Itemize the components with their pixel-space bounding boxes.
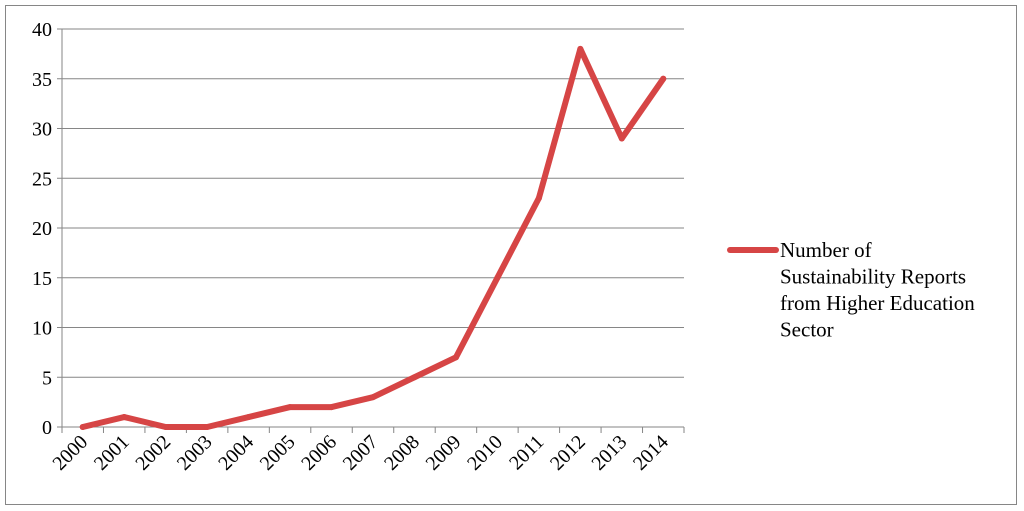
- data-point-2010: [494, 274, 501, 281]
- y-tick-label: 35: [32, 69, 52, 91]
- y-tick-label: 10: [32, 318, 52, 340]
- data-point-2009: [452, 354, 459, 361]
- x-tick-label: 2014: [629, 431, 673, 475]
- x-tick-label: 2006: [297, 431, 341, 475]
- data-point-2003: [204, 424, 211, 430]
- data-point-2004: [245, 414, 252, 421]
- y-tick-label: 5: [42, 367, 52, 389]
- x-tick-label: 2011: [505, 431, 548, 474]
- x-tick-label: 2001: [90, 431, 134, 475]
- legend-label-line: from Higher Education: [780, 291, 975, 315]
- data-point-2005: [287, 404, 294, 411]
- y-axis-tick-labels: 0 5 10 15 20 25 30 35 40: [32, 19, 52, 439]
- x-tick-label: 2009: [422, 431, 466, 475]
- y-tick-label: 25: [32, 168, 52, 190]
- y-tick-label: 30: [32, 119, 52, 141]
- y-tick-label: 40: [32, 19, 52, 41]
- x-tick-label: 2002: [131, 431, 175, 475]
- x-tick-label: 2000: [48, 431, 92, 475]
- legend-label-line: Sustainability Reports: [780, 265, 966, 289]
- data-point-2011: [535, 195, 542, 202]
- gridlines: [62, 28, 684, 378]
- y-tick-label: 0: [42, 417, 52, 439]
- data-point-2012: [577, 45, 584, 52]
- x-tick-label: 2008: [380, 431, 424, 475]
- axes: [57, 28, 685, 433]
- data-point-2006: [328, 404, 335, 411]
- data-point-2001: [121, 414, 128, 421]
- data-point-2008: [411, 374, 418, 381]
- x-tick-label: 2004: [214, 431, 258, 475]
- legend-label-line: Number of: [780, 238, 872, 262]
- x-tick-label: 2007: [339, 431, 383, 475]
- x-tick-label: 2003: [173, 431, 217, 475]
- data-point-2014: [660, 75, 667, 82]
- x-tick-label: 2005: [256, 431, 300, 475]
- legend-label-line: Sector: [780, 318, 834, 342]
- data-point-2000: [79, 424, 86, 430]
- data-point-2002: [162, 424, 169, 430]
- x-tick-label: 2013: [587, 431, 631, 475]
- data-point-2013: [618, 135, 625, 142]
- data-point-2007: [370, 394, 376, 401]
- y-tick-label: 15: [32, 268, 52, 290]
- x-tick-label: 2012: [546, 431, 590, 475]
- x-axis-tick-labels: 2000200120022003200420052006200720082009…: [48, 431, 672, 475]
- series-line: [79, 45, 667, 430]
- x-tick-label: 2010: [463, 431, 507, 475]
- series-layer: [79, 45, 667, 430]
- y-tick-label: 20: [32, 218, 52, 240]
